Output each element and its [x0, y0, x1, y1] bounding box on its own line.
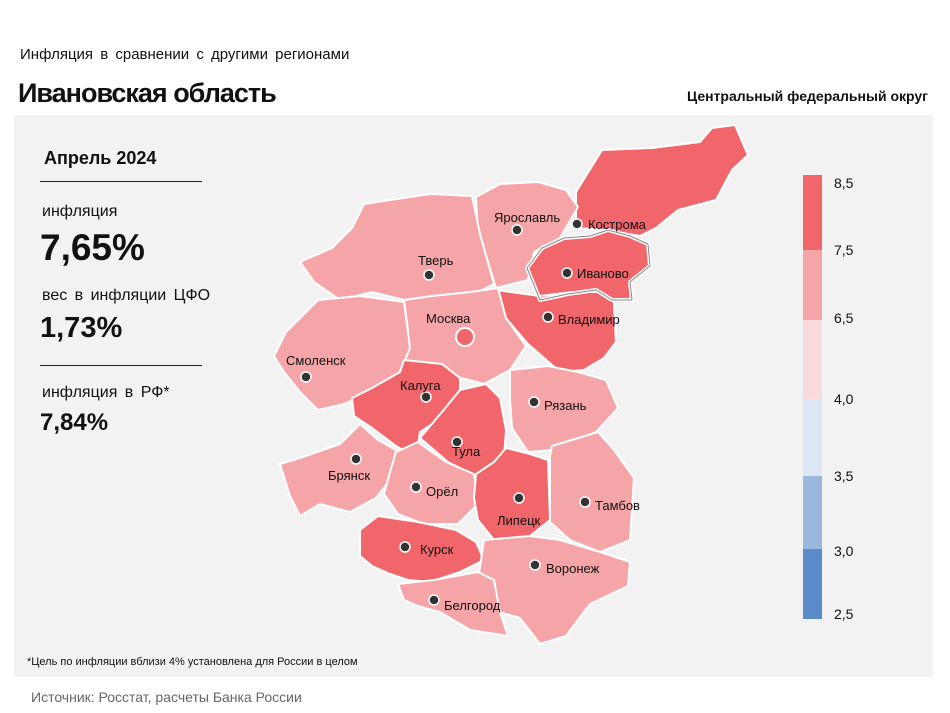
region-1-marker [511, 224, 523, 236]
region-3 [299, 193, 495, 303]
divider-top [40, 181, 202, 182]
legend-swatch-3 [803, 399, 822, 476]
district-label: Центральный федеральный округ [686, 88, 928, 104]
region-1-label: Ярославль [494, 210, 560, 225]
region-3-marker [423, 269, 435, 281]
region-9-label: Тула [452, 444, 481, 459]
region-14-marker [399, 541, 411, 553]
weight-label: вес в инфляции ЦФО [42, 287, 211, 304]
inflation-label: инфляция [42, 203, 118, 220]
legend-swatch-2 [803, 320, 822, 399]
region-13-label: Тамбов [595, 498, 640, 513]
legend-swatch-5 [803, 549, 822, 619]
region-8-marker [528, 396, 540, 408]
region-8-label: Рязань [544, 398, 587, 413]
region-11-marker [410, 481, 422, 493]
russia-inflation-label: инфляция в РФ* [42, 384, 170, 401]
region-2-marker [561, 267, 573, 279]
divider-bottom [40, 365, 202, 366]
region-9-marker [451, 436, 463, 448]
region-0-label: Кострома [588, 217, 647, 232]
region-10-marker [350, 453, 362, 465]
region-4-marker [542, 311, 554, 323]
region-6-marker [300, 371, 312, 383]
weight-value: 1,73% [40, 312, 123, 344]
legend-swatch-4 [803, 476, 822, 549]
page-title: Ивановская область [18, 78, 277, 108]
legend-tick-1: 7,5 [834, 242, 854, 258]
russia-inflation-value: 7,84% [40, 409, 109, 436]
region-11 [383, 441, 479, 525]
region-3-label: Тверь [418, 253, 454, 268]
region-15-label: Воронеж [546, 561, 600, 576]
region-2-label: Иваново [577, 266, 629, 281]
legend-tick-6: 2,5 [834, 606, 854, 622]
region-6-label: Смоленск [286, 353, 346, 368]
region-10-label: Брянск [328, 468, 370, 483]
legend-swatch-1 [803, 250, 822, 320]
region-14 [359, 515, 485, 583]
legend-tick-5: 3,0 [834, 543, 854, 559]
region-4-label: Владимир [558, 312, 620, 327]
region-12-label: Липецк [497, 513, 541, 528]
region-16 [397, 571, 509, 637]
legend-tick-2: 6,5 [834, 310, 854, 326]
footnote: *Цель по инфляции вблизи 4% установлена … [27, 656, 358, 668]
region-12-marker [513, 492, 525, 504]
region-14-label: Курск [420, 542, 454, 557]
region-15-marker [529, 559, 541, 571]
region-7-marker [420, 391, 432, 403]
region-7-label: Калуга [400, 378, 441, 393]
region-16-marker [428, 594, 440, 606]
page-subtitle: Инфляция в сравнении с другими регионами [20, 46, 350, 63]
region-11-label: Орёл [426, 484, 458, 499]
highlight-outline-inner [526, 229, 651, 301]
period-label: Апрель 2024 [44, 148, 157, 168]
inflation-value: 7,65% [40, 227, 145, 268]
legend-swatch-0 [803, 175, 822, 250]
source-note: Источник: Росстат, расчеты Банка России [31, 689, 302, 705]
region-0-marker [571, 218, 583, 230]
legend-tick-0: 8,5 [834, 175, 854, 191]
legend-tick-4: 3,5 [834, 468, 854, 484]
region-16-label: Белгород [444, 598, 501, 613]
region-5-label: Москва [426, 311, 471, 326]
region-13-marker [579, 496, 591, 508]
legend-tick-3: 4,0 [834, 391, 854, 407]
region-13 [549, 431, 635, 553]
region-5-marker [455, 327, 475, 347]
